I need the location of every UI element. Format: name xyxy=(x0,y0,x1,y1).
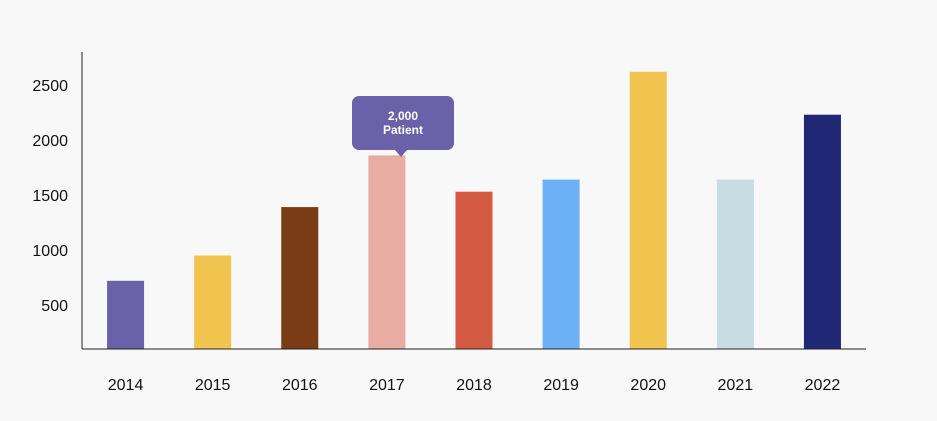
x-tick-label: 2022 xyxy=(805,377,841,394)
y-tick-label: 2500 xyxy=(32,78,68,95)
x-tick-label: 2019 xyxy=(543,377,579,394)
y-axis: 500 1000 1500 2000 2500 xyxy=(32,52,83,349)
y-tick-label: 2000 xyxy=(32,133,68,150)
bar-2014[interactable] xyxy=(107,280,145,349)
x-tick-label: 2017 xyxy=(369,377,405,394)
x-tick-label: 2021 xyxy=(718,377,754,394)
y-tick-label: 500 xyxy=(41,298,68,315)
bar-2015[interactable] xyxy=(194,255,232,350)
tooltip-unit: Patient xyxy=(382,123,423,137)
bar-2019[interactable] xyxy=(542,179,580,349)
y-tick-label: 1500 xyxy=(32,188,68,205)
bar-2020[interactable] xyxy=(629,71,667,350)
bars xyxy=(107,71,841,350)
x-tick-label: 2014 xyxy=(108,377,144,394)
bar-tooltip: 2,000 Patient xyxy=(352,96,454,150)
bar-2017[interactable] xyxy=(368,155,406,349)
x-tick-label: 2020 xyxy=(630,377,666,394)
x-tick-label: 2016 xyxy=(282,377,318,394)
x-tick-label: 2015 xyxy=(195,377,231,394)
y-tick-label: 1000 xyxy=(32,243,68,260)
bar-2021[interactable] xyxy=(716,179,754,349)
tooltip-value: 2,000 xyxy=(387,109,419,123)
x-tick-label: 2018 xyxy=(456,377,492,394)
bar-2018[interactable] xyxy=(455,191,493,349)
x-axis: 2014 2015 2016 2017 2018 2019 2020 2021 2022 xyxy=(82,348,866,394)
tooltip-caret xyxy=(395,150,407,157)
bar-2016[interactable] xyxy=(281,207,319,349)
bar-2022[interactable] xyxy=(803,114,841,349)
